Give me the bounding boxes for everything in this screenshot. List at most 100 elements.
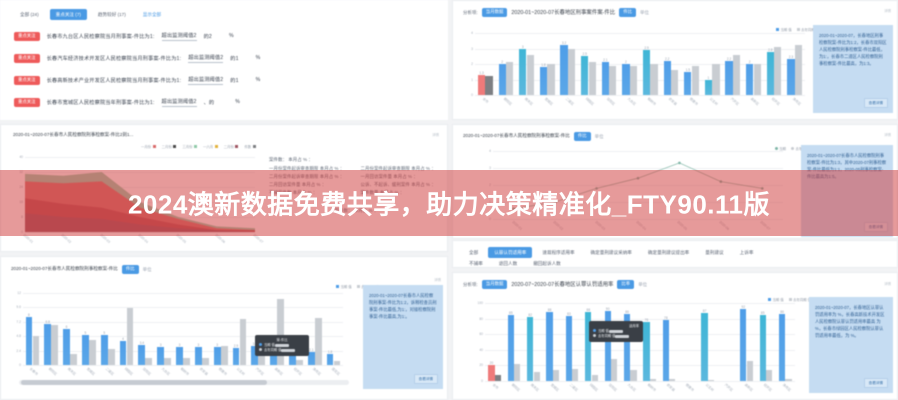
bar[interactable] (630, 370, 637, 381)
alert-row[interactable]: 重点关注 长春市九台区人民检察院当月刑事案-件比为1: 超出监测阈值2 的2 % (14, 32, 234, 41)
bar[interactable] (183, 357, 190, 365)
bar[interactable]: 88 (546, 308, 553, 381)
bar[interactable] (296, 360, 303, 365)
bar[interactable]: 6.8 (44, 320, 52, 365)
bar[interactable] (201, 357, 209, 365)
filter-withdraw-count[interactable]: 撤回起诉人数 (527, 258, 567, 267)
bar[interactable]: 1.8 (539, 63, 548, 95)
bar[interactable] (51, 325, 59, 365)
ratio-tag[interactable]: 件比 (619, 8, 636, 17)
bar[interactable] (485, 76, 493, 95)
bar[interactable]: 90 (604, 307, 611, 381)
bar[interactable] (220, 345, 228, 365)
bar[interactable]: 1.5 (684, 68, 692, 95)
area-chart-legend[interactable]: 一月份 二月份 三月份 一六月 二月份 件数 (141, 144, 256, 149)
alert-threshold-link[interactable]: 超出监测阈值2 (188, 77, 224, 85)
bar[interactable] (629, 65, 638, 95)
bar[interactable]: 2.2 (663, 57, 671, 95)
month-data-tag[interactable]: 当月数据 (481, 280, 508, 289)
filter-plea-rate[interactable]: 认罪认罚适用率 (488, 247, 533, 258)
bar[interactable]: 2.8 (766, 48, 774, 95)
bar[interactable] (609, 65, 617, 95)
month-data-tag[interactable]: 当月数据 (481, 8, 508, 17)
alert-row[interactable]: 重点关注 长春市宽城区人民检察院当年刑事案-件比为1: 超出监测阈值2 、的 % (14, 98, 240, 107)
bar[interactable]: 78 (662, 316, 669, 381)
alert-threshold-link[interactable]: 超出监测阈值2 (161, 99, 197, 107)
bar[interactable] (794, 45, 803, 95)
bar[interactable]: 2 (746, 60, 754, 95)
bar[interactable]: 82 (527, 313, 534, 381)
bar[interactable] (732, 54, 741, 95)
bar[interactable]: 8 (25, 313, 33, 365)
ratio-tag[interactable]: 件比 (121, 265, 139, 274)
bar[interactable] (107, 349, 115, 365)
bar[interactable]: 1.3 (477, 71, 486, 95)
bar[interactable] (669, 378, 676, 381)
bar[interactable] (164, 357, 172, 365)
bar[interactable] (650, 64, 658, 95)
bar[interactable]: 3.2 (560, 41, 568, 95)
bar[interactable]: 3 (213, 343, 221, 365)
bar[interactable] (333, 360, 341, 365)
alert-threshold-link[interactable]: 超出监测阈值2 (161, 33, 197, 41)
bar[interactable] (774, 46, 782, 95)
bar[interactable] (547, 64, 555, 95)
bar[interactable]: 2.3 (787, 55, 795, 95)
chart-legend[interactable]: 当期 值 去年同期 值 (767, 297, 811, 302)
bar[interactable] (691, 65, 699, 95)
rate-tag[interactable]: 比率 (617, 280, 635, 289)
bar[interactable]: 2.2 (725, 57, 733, 95)
panel-corner-note[interactable]: 详情 (884, 133, 891, 137)
bar[interactable]: 5 (82, 331, 89, 365)
filter-sentence-propose[interactable]: 确定量刑建议提出率 (641, 247, 696, 258)
filter-row-2[interactable]: 不捕率 退回人数 撤回起诉人数 (463, 258, 567, 267)
horizontal-scrollbar[interactable] (19, 380, 349, 385)
bar[interactable]: 3.1 (251, 342, 259, 365)
bar[interactable]: 1 (704, 76, 713, 95)
bar[interactable]: 5 (100, 331, 108, 365)
bar[interactable]: 86 (778, 310, 786, 381)
bar[interactable]: 85 (759, 311, 766, 381)
bar[interactable]: 3.4 (138, 341, 146, 365)
bar[interactable] (753, 64, 761, 95)
filter-row-1[interactable]: 全部 认罪认罚适用率 速裁程序适用率 确定量刑建议采纳率 确定量刑建议提出率 量… (463, 247, 760, 258)
filter-sentence-adopt[interactable]: 确定量刑建议采纳率 (584, 247, 638, 258)
filter-appeal-rate[interactable]: 上诉率 (733, 247, 760, 258)
bar[interactable] (533, 371, 540, 381)
scrollbar-thumb[interactable] (21, 380, 267, 385)
bar[interactable] (712, 64, 720, 95)
bar[interactable]: 1.8 (326, 350, 334, 365)
info-detail-button[interactable]: 查看详情 (413, 374, 438, 384)
bar[interactable]: 92 (740, 305, 747, 381)
bar[interactable] (746, 360, 753, 381)
bar[interactable]: 4 (119, 337, 127, 365)
bar[interactable]: 86 (623, 310, 631, 381)
bar[interactable] (611, 359, 618, 381)
bar[interactable] (494, 374, 501, 381)
bar[interactable] (239, 318, 247, 365)
bar[interactable] (89, 339, 96, 365)
bar[interactable]: 3 (194, 343, 202, 365)
filter-no-arrest[interactable]: 不捕率 (463, 258, 489, 267)
panel-corner-note[interactable]: 详情 (434, 278, 441, 282)
bar[interactable] (506, 62, 514, 95)
bar[interactable]: 3 (176, 343, 183, 365)
bar[interactable]: 2.9 (232, 344, 240, 365)
tab-trend-good[interactable]: 趋势较好 (17) (91, 9, 132, 20)
tab-all[interactable]: 全部 (24) (14, 9, 45, 20)
bar[interactable]: 20 (488, 361, 495, 381)
bar[interactable]: 2.1 (307, 348, 315, 365)
bar[interactable]: 87 (701, 309, 708, 381)
bar[interactable]: 2.1 (601, 58, 609, 95)
bar[interactable] (514, 363, 521, 381)
filter-all[interactable]: 全部 (463, 247, 485, 258)
bar[interactable] (671, 70, 679, 95)
bar[interactable] (314, 318, 322, 365)
bar[interactable] (126, 308, 134, 365)
bar[interactable] (32, 336, 40, 365)
panel-corner-note[interactable]: 详情 (884, 9, 891, 13)
bar[interactable]: 88 (585, 308, 592, 381)
bar[interactable] (277, 299, 284, 365)
bar[interactable]: 76 (643, 318, 650, 381)
bar[interactable] (591, 374, 598, 381)
